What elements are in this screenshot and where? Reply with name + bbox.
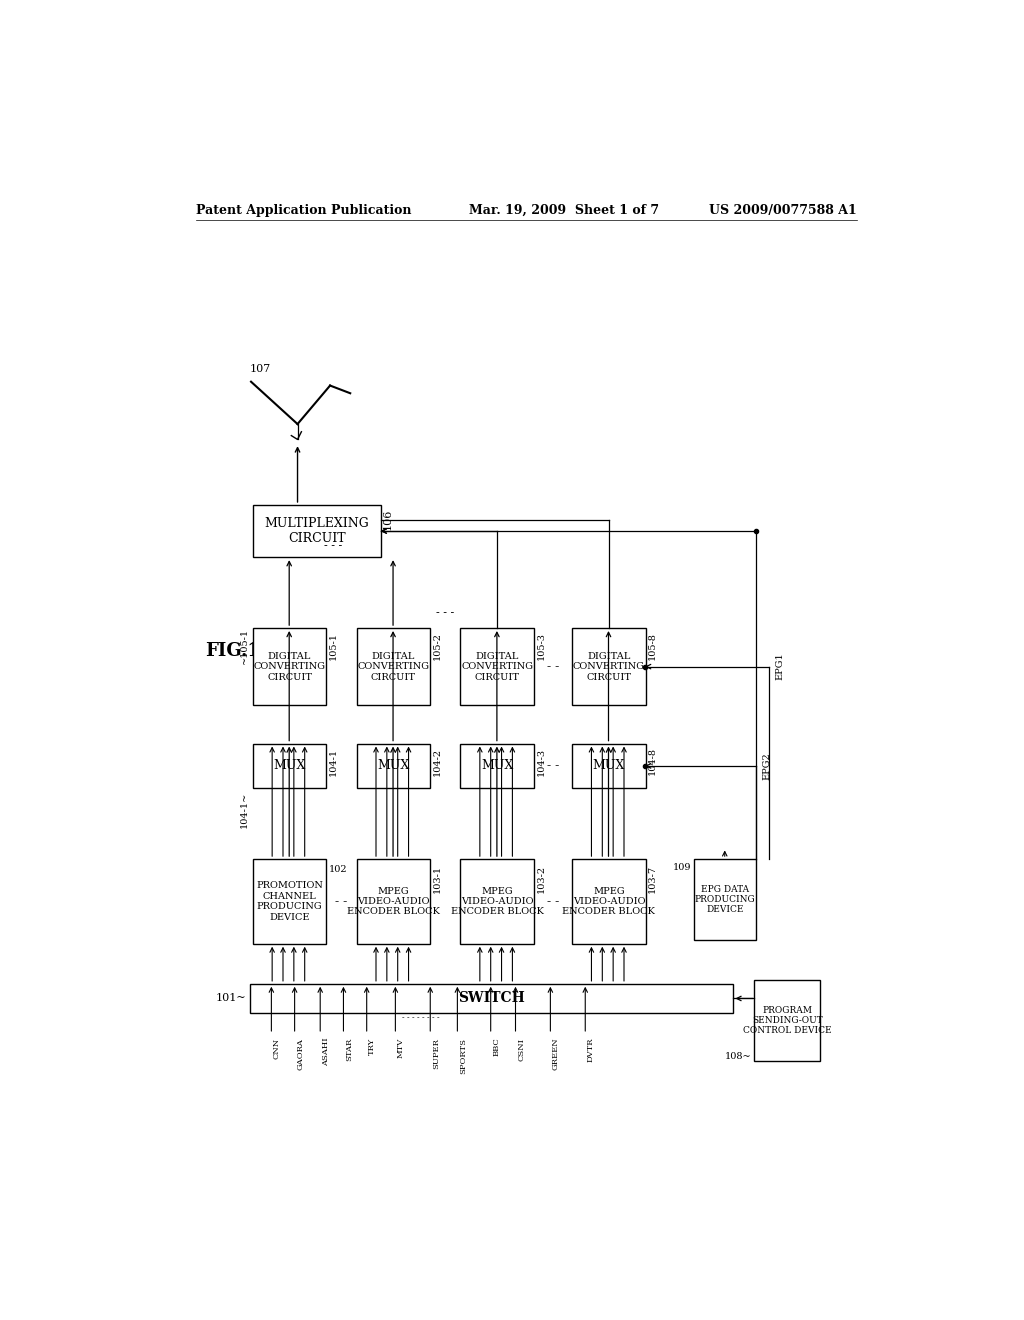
Text: STAR: STAR <box>345 1038 353 1061</box>
Text: EPG1: EPG1 <box>775 652 784 681</box>
Text: ASAHI: ASAHI <box>322 1038 330 1067</box>
Text: - -: - - <box>547 895 559 908</box>
Text: FIG.1: FIG.1 <box>206 643 260 660</box>
Text: SUPER: SUPER <box>432 1038 439 1069</box>
Text: 106: 106 <box>383 508 393 531</box>
Text: 107: 107 <box>250 364 270 374</box>
Text: 104-2: 104-2 <box>432 747 441 776</box>
Text: BBC: BBC <box>493 1038 501 1056</box>
Text: DIGITAL
CONVERTING
CIRCUIT: DIGITAL CONVERTING CIRCUIT <box>357 652 429 681</box>
Text: 105-1: 105-1 <box>329 632 338 660</box>
Bar <box>253 743 327 788</box>
Text: DVTR: DVTR <box>587 1038 595 1063</box>
Text: 103-7: 103-7 <box>648 866 657 894</box>
Bar <box>253 506 381 557</box>
Bar <box>461 743 535 788</box>
Text: GREEN: GREEN <box>552 1038 560 1071</box>
Text: MTV: MTV <box>397 1038 404 1059</box>
Text: 105-3: 105-3 <box>537 632 546 660</box>
Text: SPORTS: SPORTS <box>459 1038 467 1073</box>
Bar <box>461 628 535 705</box>
Text: ~105-1: ~105-1 <box>240 628 249 664</box>
Text: MUX: MUX <box>593 759 625 772</box>
Text: 104-3: 104-3 <box>537 747 546 776</box>
Text: 108~: 108~ <box>725 1052 752 1061</box>
Text: DIGITAL
CONVERTING
CIRCUIT: DIGITAL CONVERTING CIRCUIT <box>461 652 534 681</box>
Text: PROGRAM
SENDING-OUT
CONTROL DEVICE: PROGRAM SENDING-OUT CONTROL DEVICE <box>742 1006 831 1035</box>
Text: - -: - - <box>335 895 347 908</box>
Text: - - -: - - - <box>325 541 342 550</box>
Text: 104-8: 104-8 <box>648 747 657 775</box>
Text: DIGITAL
CONVERTING
CIRCUIT: DIGITAL CONVERTING CIRCUIT <box>572 652 645 681</box>
Text: - - - - - - - -: - - - - - - - - <box>401 1015 439 1023</box>
Text: 104-1: 104-1 <box>329 747 338 776</box>
Text: MULTIPLEXING
CIRCUIT: MULTIPLEXING CIRCUIT <box>264 517 369 545</box>
Text: 105-2: 105-2 <box>432 632 441 660</box>
Text: US 2009/0077588 A1: US 2009/0077588 A1 <box>709 205 856 218</box>
Text: EPG2: EPG2 <box>762 752 771 780</box>
Text: 103-2: 103-2 <box>537 866 546 894</box>
Text: TRY: TRY <box>369 1038 376 1055</box>
Text: PROMOTION
CHANNEL
PRODUCING
DEVICE: PROMOTION CHANNEL PRODUCING DEVICE <box>256 882 323 921</box>
Bar <box>253 859 327 944</box>
Bar <box>572 743 646 788</box>
Text: 109: 109 <box>673 863 691 873</box>
Bar <box>356 743 430 788</box>
Text: - -: - - <box>547 660 559 673</box>
Bar <box>572 628 646 705</box>
Text: Mar. 19, 2009  Sheet 1 of 7: Mar. 19, 2009 Sheet 1 of 7 <box>469 205 659 218</box>
Text: DIGITAL
CONVERTING
CIRCUIT: DIGITAL CONVERTING CIRCUIT <box>254 652 326 681</box>
Text: CSNI: CSNI <box>517 1038 525 1061</box>
Bar <box>461 859 535 944</box>
Text: MPEG
VIDEO-AUDIO
ENCODER BLOCK: MPEG VIDEO-AUDIO ENCODER BLOCK <box>347 887 440 916</box>
Bar <box>356 859 430 944</box>
Text: 103-1: 103-1 <box>432 866 441 894</box>
Text: 105-8: 105-8 <box>648 632 657 660</box>
Bar <box>356 628 430 705</box>
Text: MUX: MUX <box>481 759 513 772</box>
Text: GAORA: GAORA <box>296 1038 304 1069</box>
Text: - - -: - - - <box>436 607 454 618</box>
Text: MPEG
VIDEO-AUDIO
ENCODER BLOCK: MPEG VIDEO-AUDIO ENCODER BLOCK <box>451 887 544 916</box>
Text: 102: 102 <box>329 866 347 874</box>
Text: MUX: MUX <box>377 759 410 772</box>
Text: MPEG
VIDEO-AUDIO
ENCODER BLOCK: MPEG VIDEO-AUDIO ENCODER BLOCK <box>562 887 655 916</box>
Text: - -: - - <box>547 759 559 772</box>
Bar <box>253 628 327 705</box>
Text: 104-1~: 104-1~ <box>240 792 249 829</box>
Bar <box>693 859 756 940</box>
Text: Patent Application Publication: Patent Application Publication <box>197 205 412 218</box>
Bar <box>755 979 820 1061</box>
Bar <box>251 983 732 1014</box>
Text: CNN: CNN <box>273 1038 281 1059</box>
Bar <box>572 859 646 944</box>
Text: 101~: 101~ <box>216 994 247 1003</box>
Text: EPG DATA
PRODUCING
DEVICE: EPG DATA PRODUCING DEVICE <box>694 884 755 915</box>
Text: SWITCH: SWITCH <box>458 991 525 1006</box>
Text: MUX: MUX <box>273 759 306 772</box>
